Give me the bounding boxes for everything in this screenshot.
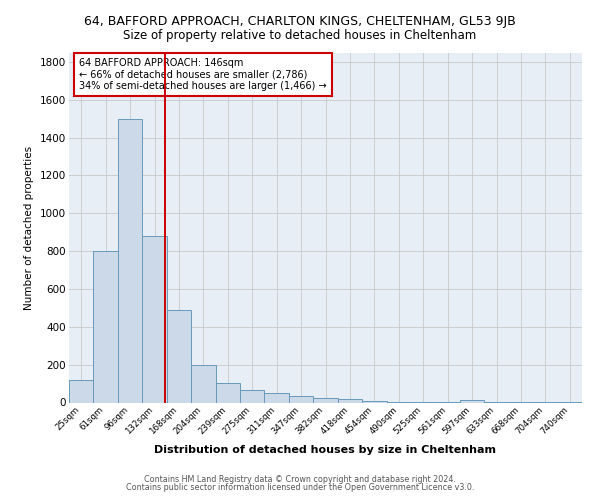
Bar [313, 398, 338, 402]
Bar [240, 390, 265, 402]
Bar [142, 236, 167, 402]
Bar [69, 380, 94, 402]
Text: 64, BAFFORD APPROACH, CHARLTON KINGS, CHELTENHAM, GL53 9JB: 64, BAFFORD APPROACH, CHARLTON KINGS, CH… [84, 15, 516, 28]
Text: 64 BAFFORD APPROACH: 146sqm
← 66% of detached houses are smaller (2,786)
34% of : 64 BAFFORD APPROACH: 146sqm ← 66% of det… [79, 58, 327, 91]
Bar [167, 310, 191, 402]
Y-axis label: Number of detached properties: Number of detached properties [25, 146, 34, 310]
Bar [338, 398, 362, 402]
Bar [191, 364, 215, 403]
Bar [289, 396, 313, 402]
Bar [460, 400, 484, 402]
Text: Size of property relative to detached houses in Cheltenham: Size of property relative to detached ho… [124, 29, 476, 42]
Bar [362, 401, 386, 402]
Bar [265, 394, 289, 402]
Bar [118, 118, 142, 403]
X-axis label: Distribution of detached houses by size in Cheltenham: Distribution of detached houses by size … [155, 444, 497, 454]
Text: Contains public sector information licensed under the Open Government Licence v3: Contains public sector information licen… [126, 483, 474, 492]
Text: Contains HM Land Registry data © Crown copyright and database right 2024.: Contains HM Land Registry data © Crown c… [144, 475, 456, 484]
Bar [94, 251, 118, 402]
Bar [215, 382, 240, 402]
